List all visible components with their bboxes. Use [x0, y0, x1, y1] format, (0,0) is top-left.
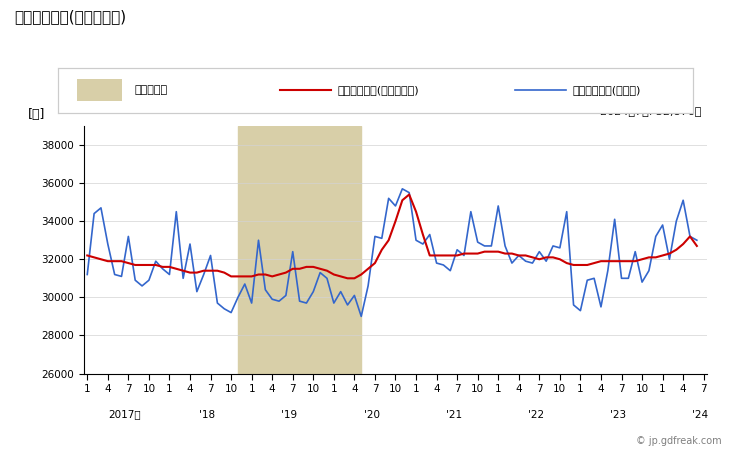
- Text: 有効求職者数(原数値): 有効求職者数(原数値): [572, 85, 640, 95]
- Text: '22: '22: [528, 410, 544, 419]
- Bar: [77, 79, 122, 101]
- Text: '24: '24: [693, 410, 709, 419]
- Bar: [238, 126, 362, 374]
- Text: '18: '18: [199, 410, 215, 419]
- Text: 2017年: 2017年: [109, 410, 141, 419]
- Text: 有効求職者数(季節調整値): 有効求職者数(季節調整値): [15, 9, 127, 24]
- Text: 2024年7月: 32,876人: 2024年7月: 32,876人: [599, 106, 701, 116]
- Text: '19: '19: [281, 410, 297, 419]
- Text: 景気後退期: 景気後退期: [134, 85, 168, 95]
- Text: '23: '23: [610, 410, 626, 419]
- Text: '20: '20: [364, 410, 380, 419]
- Text: [人]: [人]: [28, 108, 45, 121]
- Text: © jp.gdfreak.com: © jp.gdfreak.com: [636, 436, 722, 446]
- Text: 有効求職者数(季節調整値): 有効求職者数(季節調整値): [338, 85, 419, 95]
- Text: '21: '21: [445, 410, 461, 419]
